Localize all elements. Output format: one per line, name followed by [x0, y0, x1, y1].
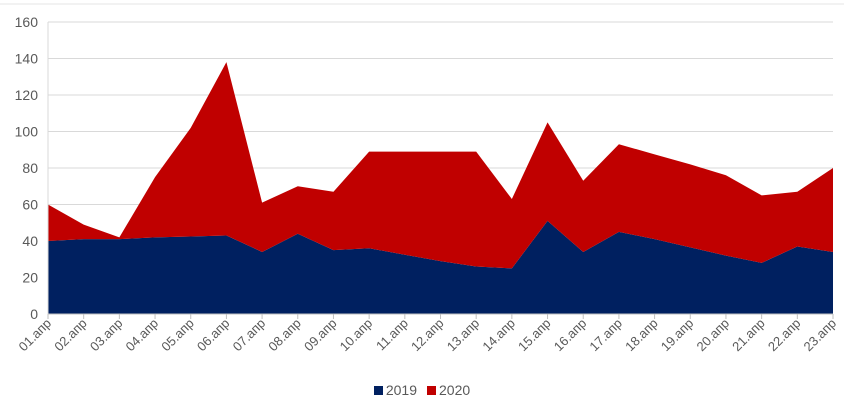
y-tick-label: 120	[15, 87, 39, 103]
legend: 2019 2020	[0, 382, 844, 398]
legend-item-2020[interactable]: 2020	[427, 382, 470, 398]
x-tick-label: 08.апр	[265, 316, 304, 355]
legend-swatch-2020	[427, 385, 436, 395]
x-tick-label: 10.апр	[337, 316, 376, 355]
y-tick-label: 160	[15, 14, 39, 30]
x-tick-label: 12.апр	[408, 316, 447, 355]
chart-areas	[48, 62, 833, 314]
x-tick-label: 22.апр	[765, 316, 804, 355]
x-tick-label: 03.апр	[87, 316, 126, 355]
x-tick-label: 16.апр	[551, 316, 590, 355]
x-tick-label: 23.апр	[801, 316, 840, 355]
x-tick-label: 11.апр	[373, 316, 411, 354]
x-tick-label: 14.апр	[479, 316, 518, 355]
y-tick-label: 140	[15, 51, 39, 67]
x-tick-label: 02.апр	[51, 316, 90, 355]
x-tick-label: 06.апр	[194, 316, 233, 355]
y-tick-label: 20	[22, 270, 38, 286]
x-tick-label: 18.апр	[622, 316, 661, 355]
x-tick-label: 19.апр	[658, 316, 697, 355]
x-tick-label: 21.апр	[729, 316, 768, 355]
legend-label-2019: 2019	[385, 382, 417, 398]
y-tick-label: 0	[30, 306, 38, 322]
legend-swatch-2019	[373, 385, 383, 395]
x-tick-label: 17.апр	[586, 316, 625, 355]
y-axis-ticks: 0 20 40 60 80 100 120 140 160	[15, 14, 39, 322]
y-tick-label: 40	[22, 233, 38, 249]
x-tick-label: 04.апр	[123, 316, 162, 355]
legend-item-2019[interactable]: 2019	[373, 382, 417, 398]
x-tick-label: 20.апр	[693, 316, 732, 355]
y-tick-label: 100	[15, 124, 39, 140]
series-area-2019	[48, 220, 833, 314]
x-tick-label: 15.апр	[515, 316, 554, 355]
x-tick-label: 07.апр	[230, 316, 269, 355]
y-tick-label: 60	[22, 197, 38, 213]
series-area-2020	[48, 62, 833, 269]
x-tick-label: 13.апр	[444, 316, 483, 355]
legend-label-2020: 2020	[439, 382, 471, 398]
y-tick-label: 80	[22, 160, 38, 176]
x-tick-label: 09.апр	[301, 316, 340, 355]
x-tick-label: 05.апр	[158, 316, 197, 355]
x-axis-ticks: 01.апр02.апр03.апр04.апр05.апр06.апр07.а…	[16, 314, 840, 355]
